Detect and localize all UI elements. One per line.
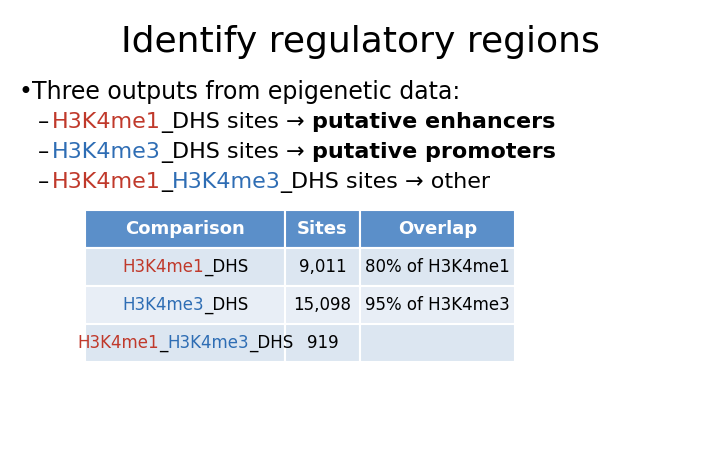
Text: Sites: Sites	[297, 220, 348, 238]
Bar	[85, 286, 285, 324]
Text: Comparison: Comparison	[125, 220, 245, 238]
Text: _: _	[158, 334, 167, 352]
Text: 80% of H3K4me1: 80% of H3K4me1	[365, 258, 510, 276]
Text: –: –	[38, 172, 49, 192]
Bar	[360, 210, 515, 248]
Bar	[85, 324, 285, 362]
Text: _DHS sites →: _DHS sites →	[161, 142, 312, 163]
Text: _DHS: _DHS	[248, 334, 293, 352]
Text: 9,011: 9,011	[299, 258, 346, 276]
Bar	[85, 248, 285, 286]
Bar	[360, 286, 515, 324]
Text: H3K4me1: H3K4me1	[122, 258, 204, 276]
Text: 15,098: 15,098	[294, 296, 351, 314]
Text: 919: 919	[307, 334, 338, 352]
Text: •: •	[18, 80, 32, 104]
Text: _DHS sites → other: _DHS sites → other	[281, 172, 491, 193]
Text: H3K4me3: H3K4me3	[122, 296, 204, 314]
Text: H3K4me3: H3K4me3	[172, 172, 281, 192]
Text: 95% of H3K4me3: 95% of H3K4me3	[365, 296, 510, 314]
Text: H3K4me3: H3K4me3	[52, 142, 161, 162]
Text: H3K4me1: H3K4me1	[77, 334, 158, 352]
Text: Overlap: Overlap	[398, 220, 477, 238]
Text: _DHS: _DHS	[204, 296, 248, 314]
Text: H3K4me1: H3K4me1	[52, 112, 161, 132]
Bar	[285, 324, 360, 362]
Bar	[285, 210, 360, 248]
Text: putative enhancers: putative enhancers	[312, 112, 555, 132]
Bar	[85, 210, 285, 248]
Text: Identify regulatory regions: Identify regulatory regions	[120, 25, 600, 59]
Text: –: –	[38, 112, 49, 132]
Bar	[360, 248, 515, 286]
Bar	[285, 286, 360, 324]
Text: H3K4me1: H3K4me1	[52, 172, 161, 192]
Text: Three outputs from epigenetic data:: Three outputs from epigenetic data:	[32, 80, 460, 104]
Bar	[285, 248, 360, 286]
Text: H3K4me3: H3K4me3	[167, 334, 248, 352]
Bar	[360, 324, 515, 362]
Text: _: _	[161, 172, 172, 192]
Text: putative promoters: putative promoters	[312, 142, 556, 162]
Text: _DHS sites →: _DHS sites →	[161, 112, 312, 133]
Text: _DHS: _DHS	[204, 258, 248, 276]
Text: –: –	[38, 142, 49, 162]
